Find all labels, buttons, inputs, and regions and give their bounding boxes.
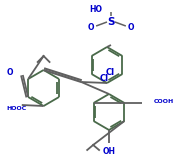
Text: O: O [127,23,134,32]
Text: O: O [7,68,13,77]
Text: COOH: COOH [154,98,174,103]
Text: S: S [107,17,115,27]
Text: HO: HO [89,4,102,13]
Text: Cl: Cl [100,74,109,83]
Text: Cl: Cl [105,68,115,77]
Text: O: O [88,23,94,32]
Text: OH: OH [103,148,115,157]
Text: HOOC: HOOC [6,107,26,112]
